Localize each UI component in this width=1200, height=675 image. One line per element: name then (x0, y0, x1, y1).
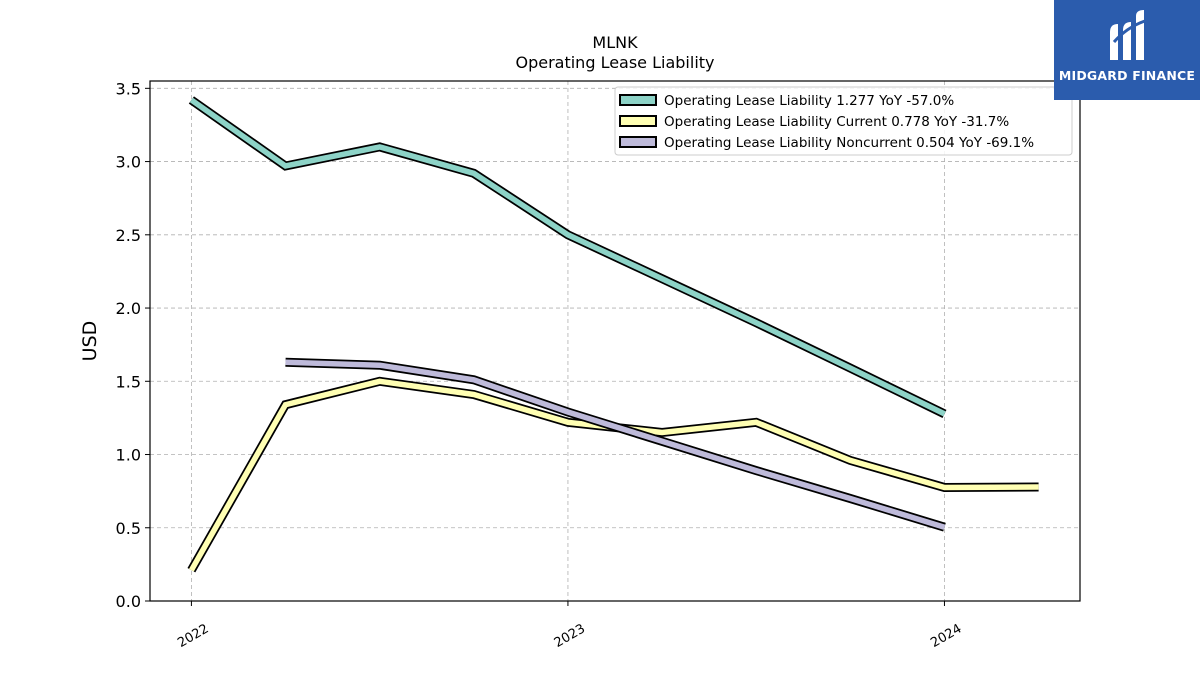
legend: Operating Lease Liability 1.277 YoY -57.… (614, 86, 1073, 156)
chart-subtitle: Operating Lease Liability (515, 53, 714, 72)
series-outline-2 (285, 357, 946, 532)
y-tick-label: 1.0 (116, 446, 141, 465)
legend-entry-label: Operating Lease Liability Current 0.778 … (664, 114, 1009, 130)
brand-logo: MIDGARD FINANCE (1054, 0, 1200, 100)
logo-text: MIDGARD FINANCE (1058, 68, 1196, 83)
y-tick-label: 3.5 (116, 79, 141, 98)
x-axis: 2022 2023 2024 (175, 601, 964, 651)
y-axis: 0.0 0.5 1.0 1.5 2.0 2.5 3.0 3.5 (116, 79, 150, 611)
y-tick-label: 1.5 (116, 372, 141, 391)
chart-title: MLNK (592, 33, 638, 52)
series-line-0 (189, 97, 946, 417)
series-line-2 (285, 359, 946, 530)
y-axis-label: USD (79, 321, 101, 362)
legend-swatch (619, 94, 657, 106)
x-tick-label: 2022 (175, 621, 211, 651)
legend-entry-label: Operating Lease Liability Noncurrent 0.5… (664, 135, 1034, 151)
y-tick-label: 2.5 (116, 226, 141, 245)
x-tick-label: 2024 (928, 621, 964, 651)
y-tick-label: 0.5 (116, 519, 141, 538)
y-tick-label: 0.0 (116, 592, 141, 611)
plot-frame (149, 80, 1081, 602)
series-lines (187, 96, 1039, 573)
x-tick-label: 2023 (552, 621, 588, 651)
legend-frame (614, 86, 1073, 156)
logo-mark-icon (1110, 10, 1149, 60)
legend-swatch (619, 136, 657, 148)
series-line-1 (189, 378, 1039, 572)
legend-swatch (619, 115, 657, 127)
y-tick-label: 3.0 (116, 153, 141, 172)
y-tick-label: 2.0 (116, 299, 141, 318)
legend-entry-label: Operating Lease Liability 1.277 YoY -57.… (664, 93, 954, 109)
